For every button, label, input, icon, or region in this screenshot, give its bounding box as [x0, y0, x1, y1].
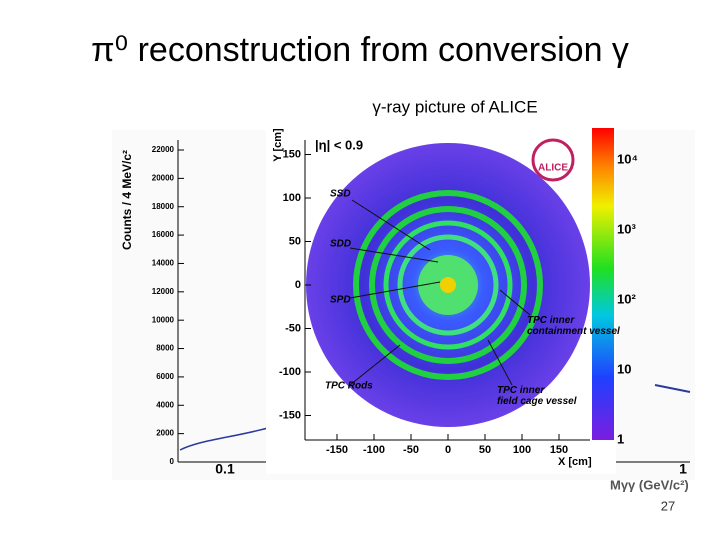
arrows: [349, 199, 531, 386]
color-scale-label: 10³: [617, 221, 636, 236]
y-tick-label: 100: [283, 192, 301, 204]
curve: [179, 427, 269, 451]
y-axis-label: Counts / 4 MeV/c²: [120, 150, 134, 250]
y-tick-label: 18000: [152, 202, 175, 211]
ring: [353, 190, 543, 380]
annotation: SDD: [330, 239, 351, 250]
ring: [397, 234, 499, 336]
x-tick-label: 50: [479, 444, 491, 456]
y-tick-label: 14000: [152, 259, 175, 268]
y-tick-label: 20000: [152, 173, 175, 182]
color-scale: [592, 128, 614, 440]
x-tick-label: -100: [363, 444, 385, 456]
logo: [531, 138, 575, 182]
conversion-map: ALICE Y [cm] X [cm] |η| < 0.9 150100500-…: [266, 124, 638, 474]
y-tick-label: 16000: [152, 230, 175, 239]
x-tick-label: -150: [326, 444, 348, 456]
slide-title: π⁰ reconstruction from conversion γ: [91, 31, 629, 69]
y-tick-label: 2000: [156, 429, 174, 438]
y-tick-label: 4000: [156, 400, 174, 409]
color-scale-label: 1: [617, 431, 624, 446]
y-tick-label: -150: [279, 409, 301, 421]
x-tick-label: 150: [550, 444, 568, 456]
x-tick-label: 0: [445, 444, 451, 456]
y-tick-label: 8000: [156, 344, 174, 353]
x-axis-label: X [cm]: [558, 456, 592, 468]
y-tick-label: 0: [295, 279, 301, 291]
y-tick-label: 6000: [156, 372, 174, 381]
subtitle: γ-ray picture of ALICE: [372, 97, 537, 116]
color-scale-label: 10⁴: [617, 151, 638, 166]
y-tick-label: 0: [170, 457, 175, 466]
x-axis-label: Mγγ (GeV/c²): [610, 477, 689, 492]
annotation: TPC Rods: [325, 381, 373, 392]
y-tick-label: -100: [279, 366, 301, 378]
y-axis-label: Y [cm]: [272, 128, 284, 162]
annotation: TPC inner containment vessel: [527, 315, 620, 337]
y-tick-label: 22000: [152, 145, 175, 154]
x-tick-label: 0.1: [215, 461, 235, 477]
logo-text: ALICE: [538, 163, 568, 174]
ring: [383, 220, 513, 350]
y-tick-label: 50: [289, 235, 301, 247]
y-tick-label: 12000: [152, 287, 175, 296]
eta-cut: |η| < 0.9: [315, 137, 363, 152]
y-tick-label: -50: [285, 322, 301, 334]
annotation: SPD: [330, 295, 351, 306]
x-tick-label: 1: [679, 461, 687, 477]
curve: [654, 384, 691, 393]
beam-pipe: [440, 277, 456, 293]
annotation: TPC inner field cage vessel: [497, 385, 577, 407]
y-tick-label: 10000: [152, 315, 175, 324]
ring: [369, 206, 527, 364]
x-tick-label: 100: [513, 444, 531, 456]
page-number: 27: [661, 498, 675, 513]
color-scale-label: 10²: [617, 291, 636, 306]
y-tick-label: 150: [283, 148, 301, 160]
annotation: SSD: [330, 189, 351, 200]
x-tick-label: -50: [403, 444, 419, 456]
color-scale-label: 10: [617, 361, 631, 376]
